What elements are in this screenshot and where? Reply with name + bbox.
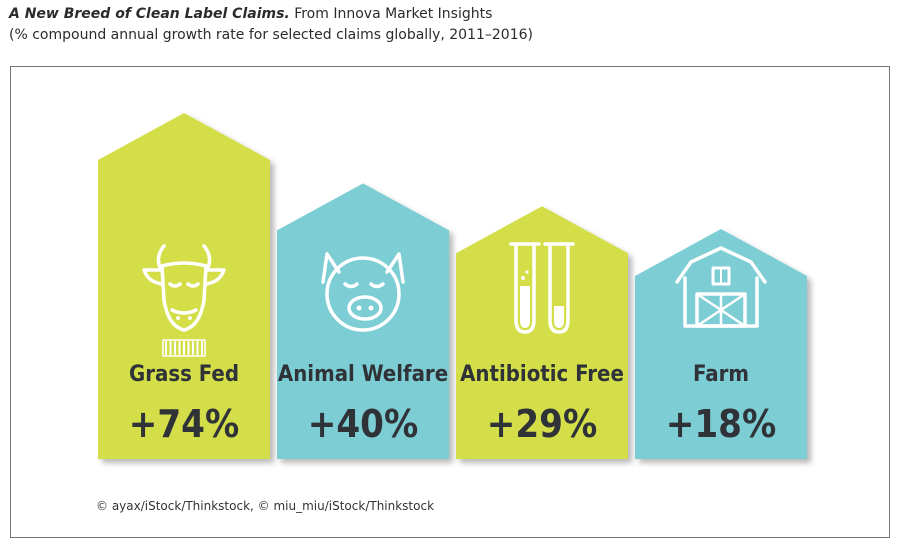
chart-subtitle: (% compound annual growth rate for selec… xyxy=(9,27,533,43)
chart-source: From Innova Market Insights xyxy=(294,6,493,22)
bar-animal-welfare xyxy=(277,183,449,459)
bars-layer: Grass Fed +74% Animal Welfare +40% Antibioti… xyxy=(98,113,807,459)
chart-title-text: A New Breed of Clean Label Claims. xyxy=(9,6,290,22)
value-label: +40% xyxy=(308,402,418,446)
test-tubes-icon xyxy=(509,242,575,334)
value-label: +74% xyxy=(129,402,239,446)
chart-title: A New Breed of Clean Label Claims. From … xyxy=(9,6,492,22)
barn-icon xyxy=(675,246,767,328)
bar-grass-fed xyxy=(98,113,270,459)
category-label: Grass Fed xyxy=(129,362,239,387)
bar-farm xyxy=(635,229,807,459)
image-credit: © ayax/iStock/Thinkstock, © miu_miu/iSto… xyxy=(96,499,435,513)
value-label: +29% xyxy=(487,402,597,446)
bar-antibiotic-free xyxy=(456,206,628,459)
cow-icon xyxy=(142,244,226,357)
category-label: Farm xyxy=(693,362,749,387)
value-label: +18% xyxy=(666,402,776,446)
category-label: Antibiotic Free xyxy=(460,362,624,387)
bar-group-1: Grass Fed +74% xyxy=(98,113,270,459)
bar-group-2: Animal Welfare +40% xyxy=(277,183,449,459)
category-label: Animal Welfare xyxy=(278,362,448,387)
bar-group-3: Antibiotic Free +29% xyxy=(456,206,628,459)
pig-icon xyxy=(321,252,405,332)
bar-group-4: Farm +18% xyxy=(635,229,807,459)
